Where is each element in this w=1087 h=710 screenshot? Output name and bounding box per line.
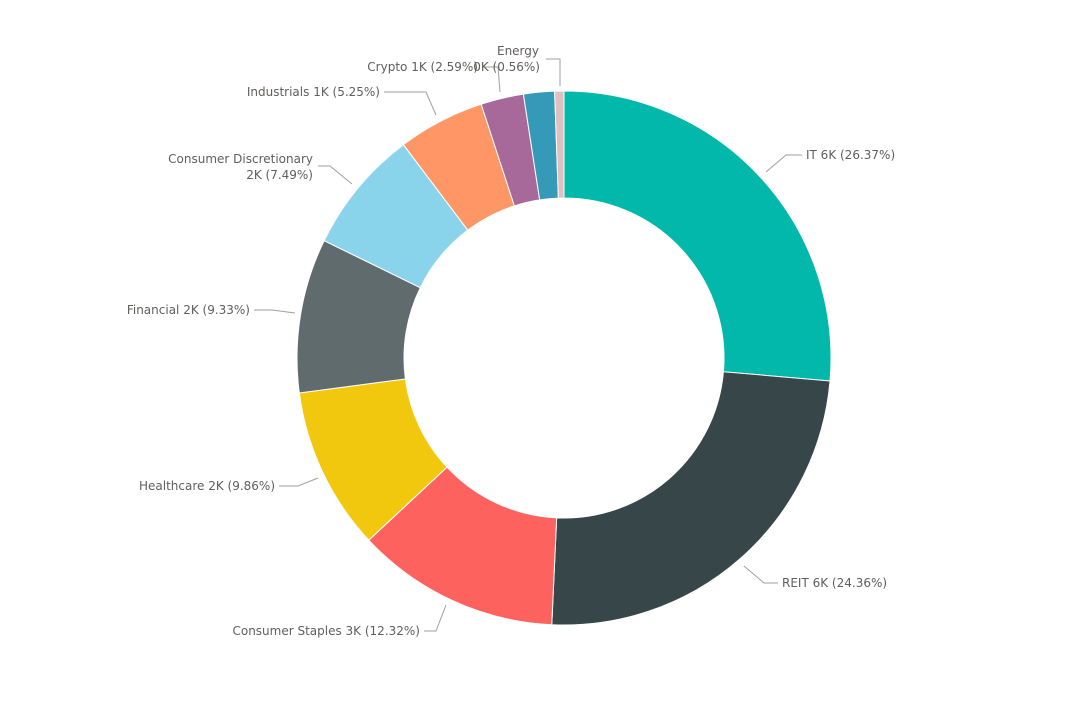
data-label-energy-name: Energy	[497, 44, 539, 58]
data-label-healthcare: Healthcare 2K (9.86%)	[139, 479, 275, 493]
leader-line-energy	[546, 58, 561, 86]
leader-lines-group	[254, 58, 802, 632]
data-label-reit: REIT 6K (24.36%)	[782, 576, 887, 590]
leader-line-healthcare	[279, 477, 319, 487]
slice-reit[interactable]	[551, 371, 831, 626]
data-label-financial: Financial 2K (9.33%)	[127, 303, 250, 317]
data-label-consumer-discretionary-line-1: Consumer Discretionary	[168, 152, 313, 166]
data-label-crypto: Crypto 1K (2.59%)	[367, 60, 478, 74]
leader-line-crypto	[482, 66, 501, 93]
slice-it[interactable]	[563, 90, 832, 382]
data-label-energy-value: 0K (0.56%)	[473, 60, 540, 74]
data-label-consumer-staples: Consumer Staples 3K (12.32%)	[232, 624, 420, 638]
slice-unlabeled-9[interactable]	[554, 90, 565, 199]
data-label-consumer-discretionary-line-2: 2K (7.49%)	[246, 168, 313, 182]
leader-line-consumer-discretionary	[318, 165, 353, 185]
leader-line-consumer-staples	[424, 604, 447, 632]
slices-group	[296, 90, 832, 626]
leader-line-financial	[254, 309, 296, 314]
data-labels-group: IT 6K (26.37%) REIT 6K (24.36%) Consumer S…	[127, 44, 895, 638]
data-label-it: IT 6K (26.37%)	[806, 148, 895, 162]
leader-line-it	[765, 154, 802, 173]
data-label-industrials: Industrials 1K (5.25%)	[247, 85, 380, 99]
leader-line-industrials	[384, 91, 437, 116]
leader-line-reit	[743, 565, 778, 584]
